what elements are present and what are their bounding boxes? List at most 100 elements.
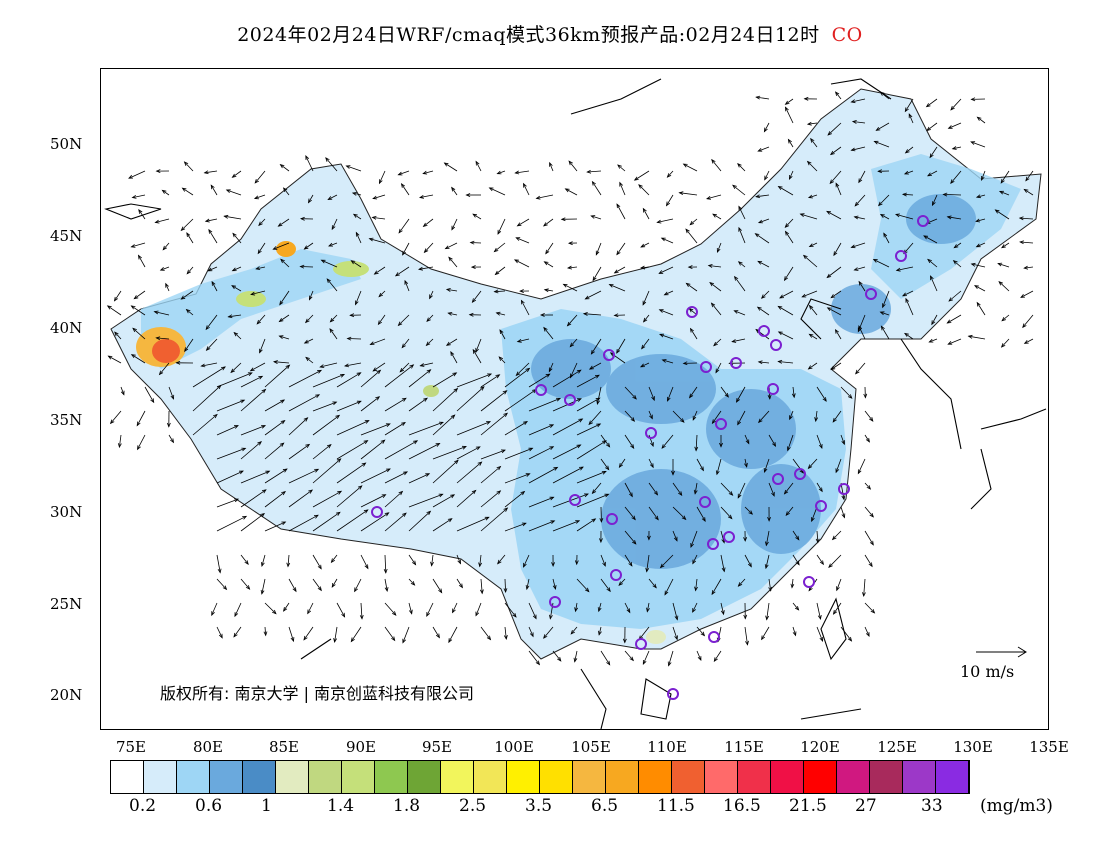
- wind-arrow: [336, 420, 369, 436]
- wind-arrow: [648, 434, 654, 447]
- wind-arrow-head: [450, 494, 456, 499]
- wind-arrow: [576, 493, 609, 508]
- colorbar-swatch: [210, 761, 243, 793]
- wind-arrow-head: [385, 468, 391, 473]
- wind-arrow-head: [967, 334, 973, 339]
- wind-arrow-head: [426, 317, 431, 323]
- wind-arrow-head: [641, 344, 646, 350]
- wind-arrow: [659, 334, 674, 340]
- lat-label: 50N: [50, 135, 83, 153]
- site-marker: [371, 506, 383, 518]
- wind-arrow: [864, 554, 873, 567]
- wind-arrow-head: [630, 444, 635, 449]
- wind-arrow-head: [617, 164, 622, 169]
- wind-arrow-head: [652, 583, 657, 589]
- wind-arrow: [204, 170, 218, 174]
- wind-arrow: [905, 298, 914, 316]
- wind-arrow-head: [649, 414, 653, 420]
- wind-arrow-head: [454, 459, 459, 465]
- wind-arrow: [517, 338, 530, 342]
- wind-arrow: [827, 122, 842, 136]
- wind-arrow-head: [475, 446, 481, 451]
- wind-arrow: [192, 414, 218, 436]
- wind-arrow-head: [217, 568, 222, 574]
- wind-arrow: [643, 314, 650, 323]
- wind-arrow: [354, 578, 362, 592]
- wind-arrow: [689, 218, 698, 226]
- wind-arrow-head: [724, 392, 729, 398]
- wind-arrow: [927, 259, 938, 268]
- wind-arrow-head: [925, 103, 931, 108]
- wind-arrow: [638, 184, 650, 196]
- wind-arrow-head: [826, 307, 832, 312]
- wind-arrow-head: [606, 660, 611, 666]
- wind-arrow: [432, 414, 455, 436]
- wind-arrow: [685, 228, 698, 244]
- wind-arrow: [254, 194, 266, 199]
- wind-arrow-head: [875, 126, 881, 131]
- wind-arrow: [504, 421, 528, 436]
- wind-arrow: [715, 362, 722, 373]
- wind-arrow: [360, 439, 385, 460]
- wind-arrow: [765, 530, 770, 546]
- wind-arrow-head: [493, 247, 499, 253]
- wind-arrow-head: [247, 372, 253, 376]
- wind-arrow-head: [687, 265, 693, 269]
- wind-arrow: [619, 182, 626, 196]
- colorbar-swatch: [441, 761, 474, 793]
- wind-arrow: [692, 554, 698, 564]
- wind-arrow-head: [653, 490, 659, 496]
- wind-arrow-head: [410, 581, 416, 586]
- wind-arrow: [947, 216, 962, 220]
- wind-arrow-head: [879, 311, 885, 316]
- wind-arrow-head: [430, 561, 434, 567]
- wind-arrow: [672, 506, 686, 520]
- lon-label: 75E: [115, 738, 147, 756]
- wind-arrow-head: [349, 313, 355, 318]
- wind-arrow: [648, 386, 655, 401]
- wind-arrow-head: [947, 341, 953, 345]
- wind-arrow: [360, 494, 386, 508]
- wind-arrow: [574, 650, 578, 662]
- wind-arrow: [709, 282, 722, 292]
- wind-arrow-head: [208, 228, 213, 234]
- wind-arrow-head: [744, 462, 748, 468]
- wind-arrow: [696, 626, 705, 636]
- wind-arrow-head: [975, 194, 981, 199]
- wind-arrow-head: [426, 510, 432, 516]
- wind-arrow-head: [870, 608, 876, 614]
- wind-arrow: [695, 578, 698, 591]
- wind-arrow: [312, 415, 340, 436]
- wind-arrow-head: [328, 242, 334, 247]
- wind-arrow: [352, 192, 362, 196]
- wind-arrow-head: [905, 297, 910, 303]
- wind-arrow-head: [658, 270, 664, 274]
- wind-arrow: [288, 370, 322, 388]
- wind-arrow-head: [715, 470, 720, 476]
- wind-arrow: [420, 362, 434, 367]
- site-marker: [767, 383, 779, 395]
- wind-arrow-head: [472, 348, 477, 354]
- wind-arrow-head: [836, 586, 840, 592]
- wind-arrow-head: [560, 217, 566, 222]
- wind-arrow-head: [599, 518, 604, 523]
- wind-arrow: [504, 473, 530, 484]
- wind-arrow-head: [1022, 323, 1027, 329]
- wind-arrow-head: [765, 615, 770, 621]
- wind-arrow: [128, 170, 146, 179]
- wind-arrow: [233, 332, 242, 340]
- wind-arrow-head: [975, 243, 981, 248]
- wind-arrow-head: [711, 419, 717, 425]
- wind-arrow-head: [272, 360, 278, 364]
- wind-arrow: [792, 386, 795, 398]
- wind-arrow: [138, 255, 146, 268]
- wind-arrow-head: [281, 490, 287, 496]
- wind-arrow: [523, 183, 530, 196]
- wind-arrow: [720, 530, 725, 543]
- wind-arrow: [764, 458, 770, 473]
- wind-arrow-head: [458, 583, 463, 589]
- wind-arrow: [672, 410, 685, 423]
- wind-arrow-head: [638, 184, 643, 189]
- wind-arrow: [216, 447, 246, 460]
- wind-arrow-head: [238, 470, 244, 475]
